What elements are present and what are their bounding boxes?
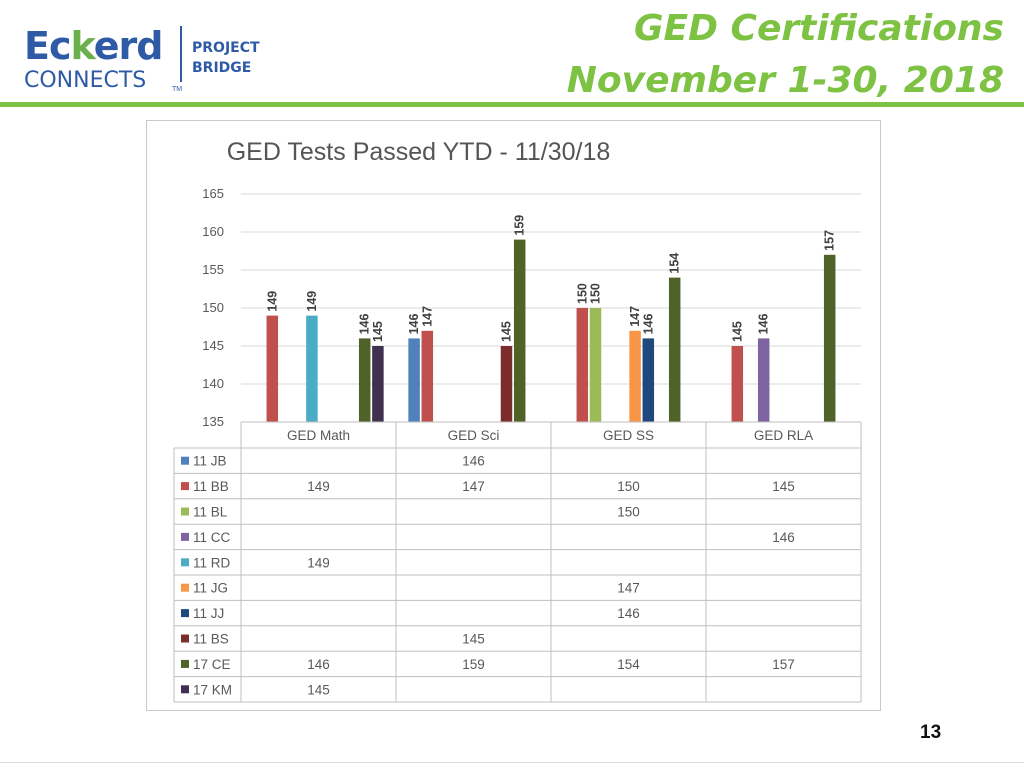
- table-cell-value: 146: [307, 657, 330, 672]
- bar-data-label: 145: [730, 321, 744, 342]
- bar-data-label: 150: [575, 283, 589, 304]
- table-cell-value: 147: [462, 479, 485, 494]
- legend-series-name: 11 BS: [193, 632, 229, 647]
- bar-11-bl: [589, 308, 602, 422]
- y-tick-label: 140: [202, 376, 224, 391]
- table-cell-value: 159: [462, 657, 485, 672]
- table-cell-value: 149: [307, 555, 330, 570]
- bar-11-bs: [500, 346, 513, 422]
- table-cell-value: 154: [617, 657, 640, 672]
- logo-connects-wordmark: CONNECTS: [24, 68, 147, 93]
- table-cell-value: 157: [772, 657, 795, 672]
- table-cell-value: 149: [307, 479, 330, 494]
- bar-data-label: 145: [500, 321, 514, 342]
- bar-17-ce: [823, 254, 836, 422]
- bar-data-label: 150: [589, 283, 603, 304]
- bar-data-label: 154: [668, 253, 682, 274]
- legend-series-name: 11 JJ: [193, 606, 224, 621]
- legend-key: [181, 634, 189, 643]
- bar-data-label: 157: [823, 230, 837, 251]
- bar-11-cc: [757, 338, 770, 422]
- bar-11-bb: [576, 308, 589, 422]
- page-number: 13: [920, 722, 942, 743]
- legend-series-name: 11 CC: [193, 530, 231, 545]
- legend-key: [181, 456, 189, 465]
- table-cell-value: 147: [617, 581, 640, 596]
- logo-trademark: TM: [172, 86, 183, 93]
- legend-series-name: 11 JG: [193, 581, 228, 596]
- y-tick-label: 165: [202, 186, 224, 201]
- bar-data-label: 149: [265, 291, 279, 312]
- y-tick-label: 150: [202, 300, 224, 315]
- bar-11-jj: [642, 338, 655, 422]
- logo-eckerd-wordmark: Eckerd: [24, 24, 163, 68]
- bar-17-ce: [668, 277, 681, 422]
- legend-key: [181, 532, 189, 541]
- bar-data-label: 146: [358, 313, 372, 334]
- bar-11-bb: [266, 315, 279, 422]
- legend-key: [181, 507, 189, 516]
- category-label: GED Sci: [448, 428, 500, 443]
- bar-data-label: 147: [420, 306, 434, 327]
- legend-series-name: 11 RD: [193, 555, 231, 570]
- legend-key: [181, 659, 189, 668]
- category-label: GED Math: [287, 428, 350, 443]
- table-cell-value: 146: [772, 530, 795, 545]
- logo-project-bridge: PROJECT BRIDGE: [192, 40, 260, 76]
- category-label: GED SS: [603, 428, 654, 443]
- bar-data-label: 159: [513, 215, 527, 236]
- bar-11-bb: [731, 346, 744, 422]
- legend-key: [181, 558, 189, 567]
- legend-series-name: 11 BL: [193, 505, 228, 520]
- slide-title-line1: GED Certifications: [633, 8, 1004, 49]
- table-cell-value: 150: [617, 505, 640, 520]
- category-label: GED RLA: [754, 428, 813, 443]
- y-tick-label: 155: [202, 262, 224, 277]
- bar-11-jg: [629, 330, 641, 422]
- bar-data-label: 146: [757, 313, 771, 334]
- table-cell-value: 145: [307, 682, 330, 697]
- footer-rule: [0, 762, 1024, 763]
- bar-data-label: 147: [628, 306, 642, 327]
- y-tick-label: 145: [202, 338, 224, 353]
- legend-key: [181, 583, 189, 592]
- bar-data-label: 146: [641, 313, 655, 334]
- bar-11-rd: [306, 315, 318, 422]
- bar-data-label: 146: [407, 313, 421, 334]
- table-cell-value: 145: [462, 632, 485, 647]
- slide-title-line2: November 1-30, 2018: [566, 60, 1004, 101]
- legend-key: [181, 482, 189, 491]
- legend-series-name: 11 JB: [193, 454, 227, 469]
- bar-17-ce: [513, 239, 526, 422]
- table-cell-value: 150: [617, 479, 640, 494]
- bar-11-bb: [421, 330, 434, 422]
- legend-key: [181, 685, 189, 694]
- legend-series-name: 17 KM: [193, 682, 232, 697]
- table-cell-value: 145: [772, 479, 795, 494]
- eckerd-connects-logo: Eckerd CONNECTS TM PROJECT BRIDGE: [20, 6, 270, 104]
- legend-key: [181, 609, 189, 618]
- chart-title: GED Tests Passed YTD - 11/30/18: [226, 138, 611, 166]
- bar-11-jb: [408, 338, 420, 422]
- y-tick-label: 135: [202, 414, 224, 429]
- legend-series-name: 11 BB: [193, 479, 229, 494]
- header-rule: [0, 102, 1024, 107]
- bar-data-label: 149: [305, 291, 319, 312]
- logo-divider: [180, 26, 182, 82]
- legend-series-name: 17 CE: [193, 657, 231, 672]
- y-tick-label: 160: [202, 224, 224, 239]
- bar-17-km: [372, 346, 384, 422]
- table-cell-value: 146: [617, 606, 640, 621]
- bar-17-ce: [358, 338, 371, 422]
- bar-data-label: 145: [371, 321, 385, 342]
- table-cell-value: 146: [462, 454, 485, 469]
